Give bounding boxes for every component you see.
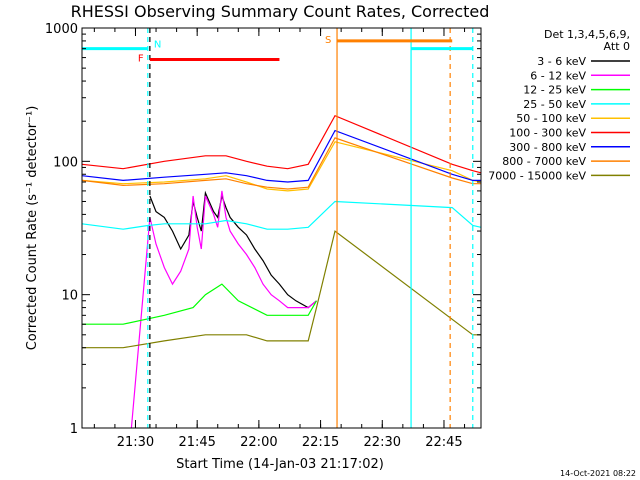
y-tick-label-1: 10 — [61, 289, 78, 304]
series-line-7 — [81, 137, 481, 190]
series-line-8 — [82, 230, 481, 349]
flag-label-F: F — [138, 54, 144, 65]
series-line-3 — [81, 200, 482, 230]
legend-label-0: 3 - 6 keV — [537, 55, 586, 68]
x-tick-label-4: 22:30 — [364, 435, 401, 450]
legend-header-0: Det 1,3,4,5,6,9, — [544, 28, 630, 41]
chart-title: RHESSI Observing Summary Count Rates, Co… — [71, 2, 490, 21]
x-tick-label-0: 21:30 — [117, 435, 154, 450]
x-axis-label: Start Time (14-Jan-03 21:17:02) — [176, 457, 384, 472]
y-tick-label-3: 1000 — [45, 22, 78, 37]
x-tick-label-5: 22:45 — [425, 435, 462, 450]
legend-header-1: Att 0 — [604, 40, 630, 53]
flag-bars: NF S — [82, 35, 473, 65]
y-axis-label: Corrected Count Rate (s⁻¹ detector⁻¹) — [25, 106, 40, 351]
series-line-0 — [149, 190, 317, 309]
x-tick-label-2: 22:00 — [240, 435, 277, 450]
legend-label-7: 800 - 7000 keV — [502, 155, 586, 168]
legend-label-8: 7000 - 15000 keV — [488, 169, 586, 182]
y-tick-label-0: 1 — [70, 422, 78, 437]
axes: 21:30 21:45 22:00 22:15 22:30 22:45 1 10 100 1000 — [45, 22, 481, 450]
plot-frame — [81, 27, 482, 429]
legend-label-3: 25 - 50 keV — [523, 98, 586, 111]
x-tick-label-1: 21:45 — [178, 435, 215, 450]
flag-label-N: N — [154, 40, 161, 51]
legend-label-4: 50 - 100 keV — [516, 112, 586, 125]
x-tick-label-3: 22:15 — [302, 435, 339, 450]
vertical-markers — [147, 28, 474, 428]
legend-label-6: 300 - 800 keV — [509, 141, 586, 154]
legend-label-5: 100 - 300 keV — [509, 127, 586, 140]
series-line-6 — [81, 129, 481, 183]
series-line-2 — [82, 283, 318, 325]
series-group — [81, 114, 482, 429]
timestamp: 14-Oct-2021 08:22 — [560, 469, 636, 478]
legend-label-2: 12 - 25 keV — [523, 84, 586, 97]
legend-label-1: 6 - 12 keV — [530, 69, 586, 82]
series-line-5 — [81, 114, 482, 174]
series-line-1 — [130, 190, 317, 429]
y-tick-label-2: 100 — [53, 155, 78, 170]
series-line-4 — [81, 141, 482, 192]
flag-label-S: S — [325, 35, 331, 46]
